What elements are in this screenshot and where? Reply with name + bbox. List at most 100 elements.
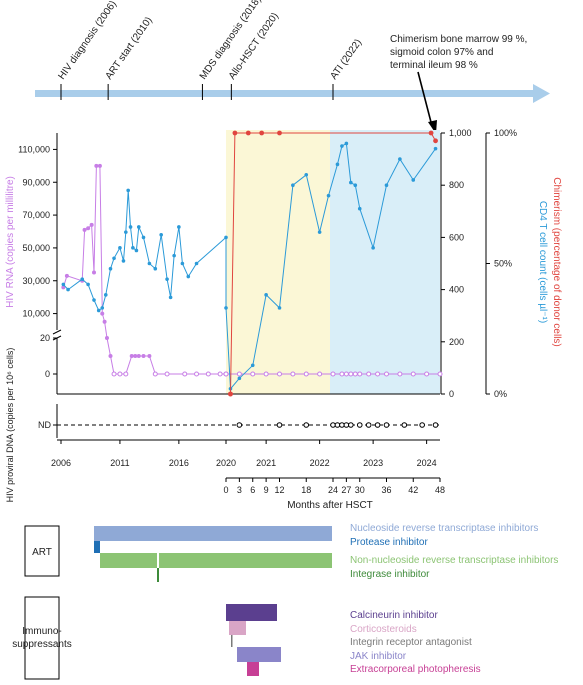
months-tick-label-9: 36 [381,485,391,495]
treatments-panel: ART Immuno- suppressants Nucleoside reve… [12,523,558,680]
cd4-point [384,183,389,187]
cd4-ylabel: CD4 T cell count (cells µl⁻¹) [537,201,548,323]
hiv-rna-point-pre [92,270,96,275]
legend-integrin-receptor-antagonist: Integrin receptor antagonist [350,637,472,648]
cd4-point [411,178,416,182]
nrti-bar [94,526,332,541]
cd4-point [153,266,158,271]
cd4-tick-label-1: 800 [449,180,464,190]
hiv-rna-point-post [236,371,242,377]
chimerism-callout: Chimerism bone marrow 99 %, sigmoid colo… [390,34,527,134]
cd4-point [136,225,141,229]
hiv-rna-point-pre [136,354,141,358]
callout-line-1: Chimerism bone marrow 99 %, [390,34,527,45]
series-layer [61,130,443,397]
cd4-point [124,230,128,234]
integrin-receptor-antagonist-bar [231,635,233,647]
cd4-point [186,274,191,279]
cd4-point [250,363,255,368]
immuno-group-label-2: suppressants [12,639,71,650]
cd4-point [168,295,173,300]
cd4-point [141,235,146,240]
cd4-tick-label-0: 1,000 [449,128,472,138]
calcineurin-inhibitor-bar [226,604,277,621]
legend-nnrti: Non-nucleoside reverse transcriptase inh… [350,555,558,566]
hiv-rna-point-pre [94,163,99,168]
months-tick-label-5: 18 [301,485,311,495]
x-year-label-pre-3: 2020 [216,458,236,468]
cd4-point [304,172,309,177]
cd4-point [172,253,176,258]
dna-point-13 [419,422,425,428]
cd4-tick-label-5: 0 [449,389,454,399]
months-tick-label-3: 9 [264,485,269,495]
dna-point-0 [236,422,243,428]
hiv-rna-point-post [339,371,345,377]
hiv-rna-point-post [352,371,358,377]
dna-point-5 [339,422,345,428]
dna-point-9 [365,422,372,428]
hiv-rna-point-pre [123,371,129,377]
integrase-inhibitor-bar [157,568,159,582]
hiv-rna-point-post [290,371,296,377]
jak-inhibitor-bar [237,647,281,662]
hiv-rna-point-post [375,371,381,377]
cd4-point [80,277,85,281]
cd4-point [398,157,402,161]
cd4-point [277,306,282,310]
legend-extracorporeal-photopheresis: Extracorporeal photopheresis [350,664,481,675]
hiv-rna-point-pre [133,354,138,358]
hiv-rna-line-pre [62,165,226,375]
hiv-rna-point-post [303,371,309,377]
protease-inhibitor-bar [94,541,100,553]
hiv-rna-point-pre [194,371,200,377]
callout-line-3: terminal ileum 98 % [390,60,478,71]
cd4-point [66,287,70,292]
chimerism-point [428,130,434,136]
months-tick-label-7: 27 [341,485,351,495]
extracorporeal-photopheresis-bar [247,662,259,676]
hiv-rna-ylabel: HIV RNA (copies per millilitre) [5,176,16,308]
months-tick-label-4: 12 [274,485,284,495]
cd4-point [357,206,362,211]
hiv-rna-point-pre [82,227,87,232]
callout-arrow-line [417,71,433,127]
cd4-point [92,298,96,302]
legend-nrti: Nucleoside reverse transcriptase inhibit… [350,523,538,534]
hiv-rna-point-pre [108,354,113,358]
timeline-arrow-head [533,84,550,103]
hiv-rna-point-post [277,371,282,377]
cd4-point [264,293,268,297]
cd4-point [96,308,101,313]
hiv-rna-point-pre [86,226,91,231]
chimerism-point [433,138,438,144]
timeline: HIV diagnosis (2006)ART start (2010) MDS … [35,0,550,134]
months-tick-label-1: 3 [237,485,242,495]
cd4-point [147,261,152,266]
hiv-rna-point-post [397,371,403,377]
nnrti-bar [100,553,332,568]
cd4-point [180,261,185,266]
art-group-label: ART [32,547,52,558]
chimerism-point-zero [228,391,233,397]
x-year-label-post-1: 2022 [310,458,330,468]
hiv-rna-point-pre [111,371,117,377]
hiv-rna-point-pre [89,222,94,227]
dna-point-6 [343,422,350,428]
chimerism-tick-label-1: 50% [494,259,512,269]
dna-point-1 [276,422,283,428]
cd4-point [131,246,135,250]
cd4-tick-label-4: 200 [449,337,464,347]
x-year-label-pre-2: 2016 [169,458,189,468]
cd4-point [121,259,126,263]
hiv-rna-point-post [250,371,256,377]
cd4-tick-label-3: 400 [449,285,464,295]
hiv-rna-point-pre [152,371,158,377]
x-year-label-pre-1: 2011 [110,458,129,468]
chart-axes: 110,00090,00070,00050,00030,00010,000200… [18,128,517,399]
axis-break-1 [52,329,62,335]
chimerism-point [277,130,282,136]
cd4-point [335,162,340,167]
chimerism-point [232,130,238,136]
